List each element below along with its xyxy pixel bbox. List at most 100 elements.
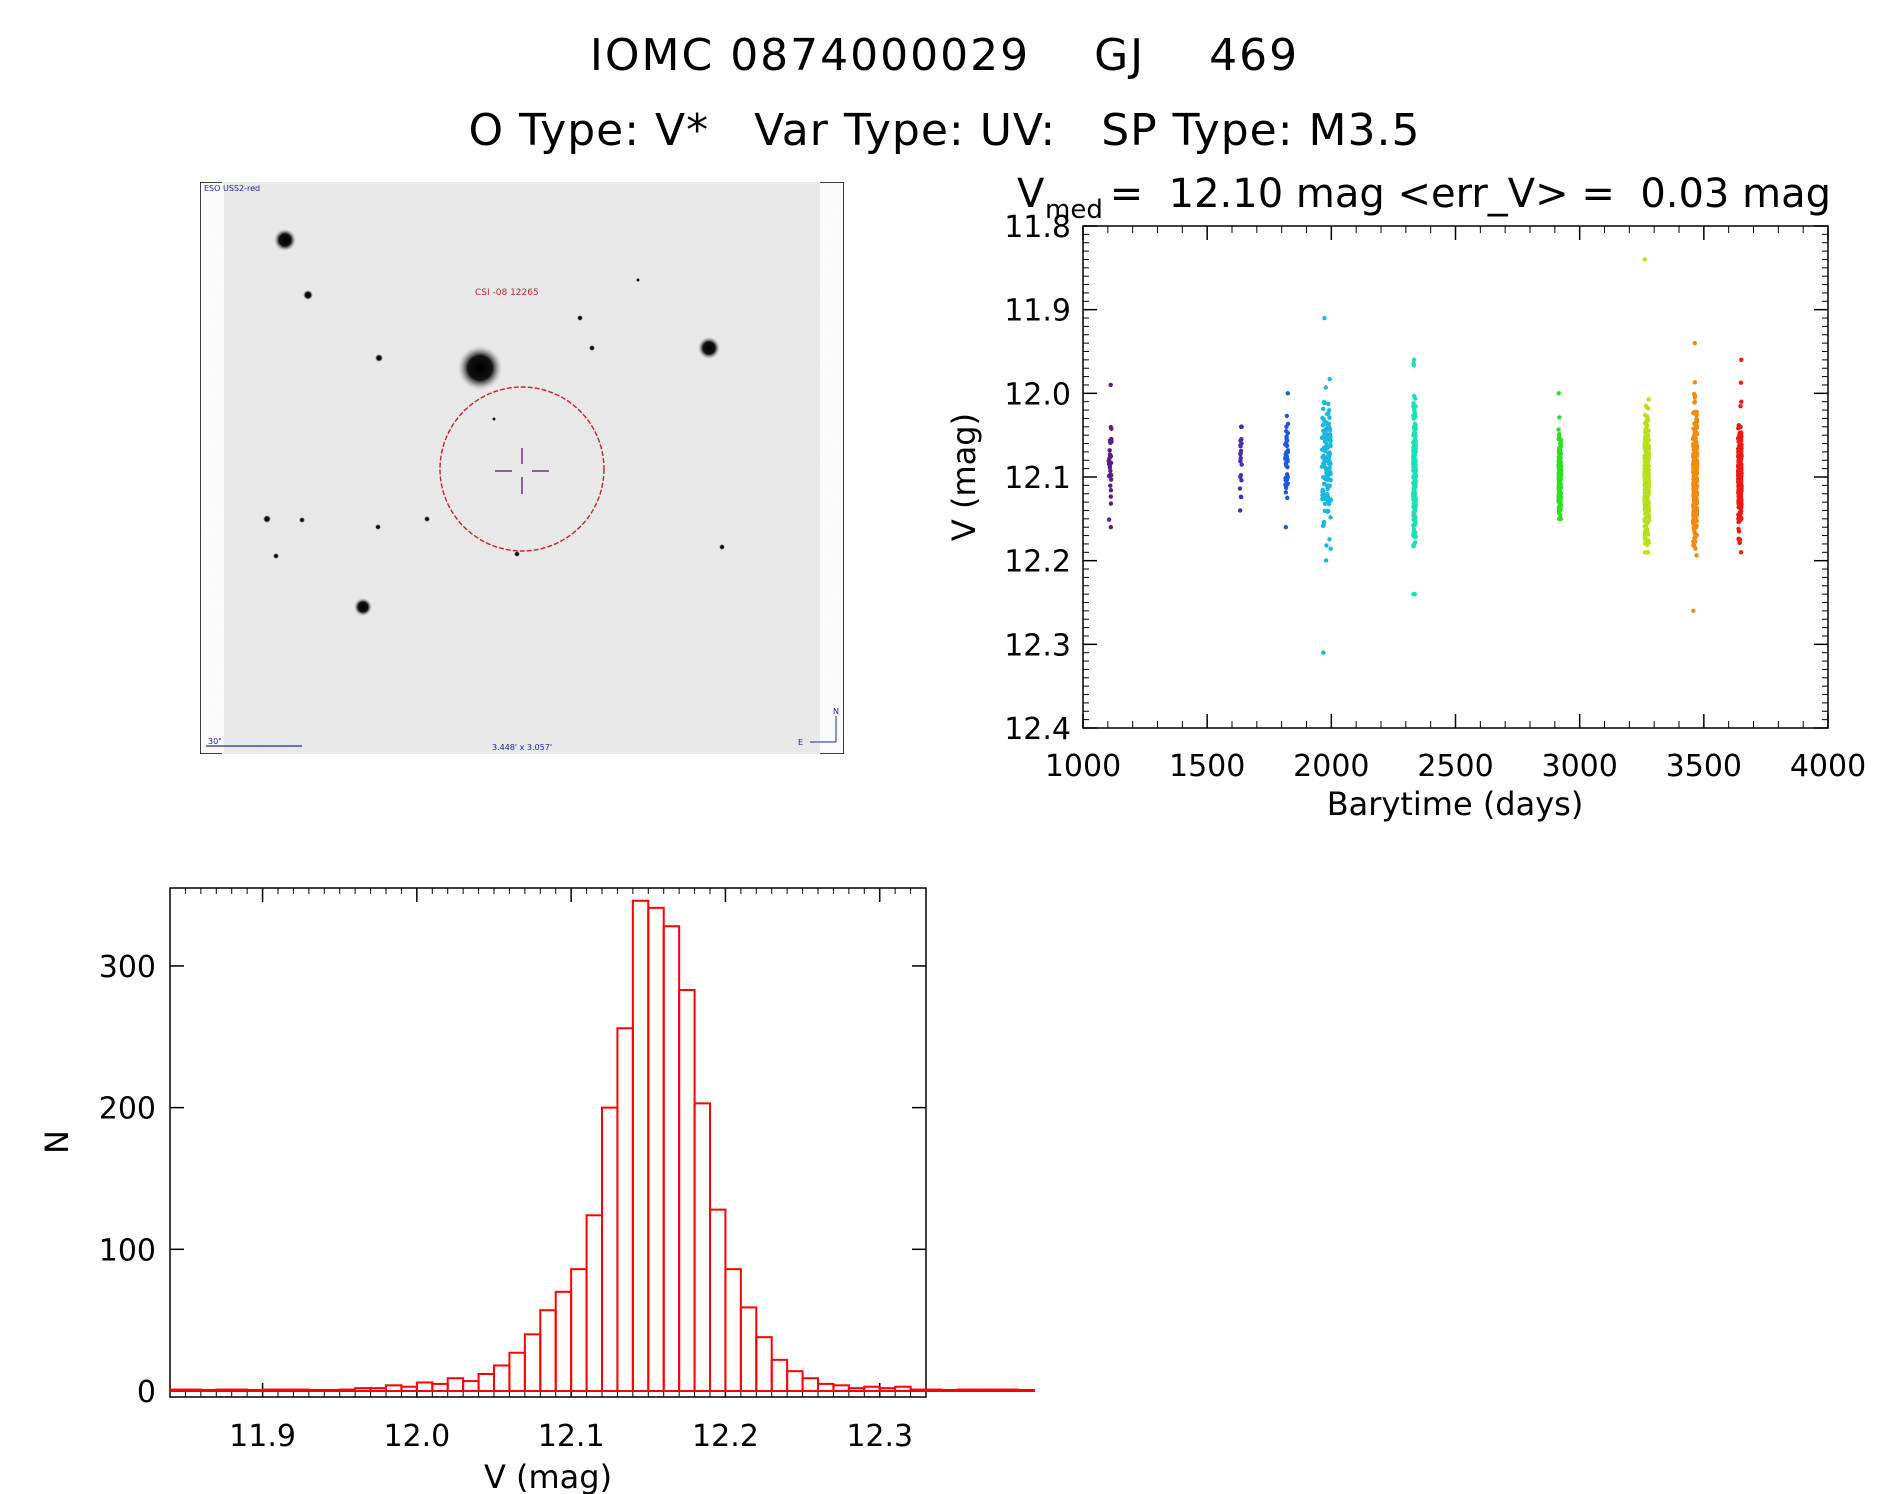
light-curve-title: V med = 12.10 mag <err_V> = 0.03 mag bbox=[1017, 171, 1831, 225]
light-curve-point bbox=[1411, 513, 1416, 519]
compass-e: E bbox=[798, 738, 803, 747]
light-curve-point bbox=[1694, 478, 1700, 484]
light-curve-point bbox=[1319, 447, 1325, 452]
light-curve-xtick-label: 4000 bbox=[1790, 749, 1866, 784]
light-curve-point bbox=[1284, 450, 1289, 455]
histogram-bar bbox=[755, 1336, 773, 1392]
histogram-bar bbox=[277, 1388, 295, 1393]
light-curve-ytick-label: 12.3 bbox=[1004, 628, 1071, 663]
light-curve-point bbox=[1321, 475, 1326, 480]
histogram-bar bbox=[323, 1389, 341, 1392]
light-curve-point bbox=[1328, 498, 1333, 503]
light-curve-point bbox=[1691, 479, 1696, 485]
light-curve-point bbox=[1694, 524, 1699, 530]
histogram-bar bbox=[570, 1268, 588, 1393]
light-curve-point bbox=[1108, 468, 1113, 474]
light-curve-point bbox=[1694, 506, 1699, 511]
histogram-bar bbox=[415, 1381, 434, 1392]
histogram-bar bbox=[847, 1387, 866, 1392]
light-curve-point bbox=[1694, 553, 1699, 558]
light-curve-point bbox=[1328, 443, 1333, 448]
light-curve-point bbox=[1238, 459, 1243, 464]
light-curve-point bbox=[1737, 504, 1743, 510]
light-curve-point bbox=[1321, 650, 1326, 655]
histogram-xtick-label: 12.2 bbox=[692, 1419, 759, 1454]
light-curve-point bbox=[1692, 393, 1698, 398]
light-curve-point bbox=[1413, 502, 1418, 507]
light-curve-point bbox=[1737, 475, 1743, 480]
light-curve-point bbox=[1646, 532, 1651, 537]
light-curve-point bbox=[1413, 497, 1418, 503]
histogram-bar bbox=[662, 925, 681, 1392]
light-curve-point bbox=[1646, 437, 1651, 443]
light-curve-point bbox=[1322, 501, 1328, 507]
survey-label: ESO USS2-red bbox=[204, 184, 260, 193]
light-curve-point bbox=[1692, 380, 1697, 385]
light-curve-point bbox=[1694, 416, 1699, 422]
light-curve-point bbox=[1413, 396, 1418, 401]
light-curve-point bbox=[1644, 451, 1649, 457]
light-curve-point bbox=[1692, 340, 1697, 346]
light-curve-point bbox=[1738, 443, 1744, 449]
histogram-bar bbox=[385, 1384, 403, 1393]
light-curve-point bbox=[1644, 460, 1650, 466]
light-curve-point bbox=[1643, 510, 1649, 516]
light-curve-point bbox=[1327, 427, 1333, 432]
light-curve-point bbox=[1239, 494, 1244, 500]
light-curve-point bbox=[1324, 543, 1329, 548]
finder-image-noise bbox=[224, 182, 820, 754]
light-curve-point bbox=[1324, 411, 1330, 417]
light-curve-point bbox=[1413, 442, 1418, 447]
light-curve-point bbox=[1107, 448, 1112, 453]
histogram-bar bbox=[631, 899, 650, 1393]
light-curve-point bbox=[1284, 413, 1289, 419]
light-curve-point bbox=[1412, 430, 1417, 435]
histogram-bar bbox=[878, 1387, 897, 1392]
histogram-bar bbox=[369, 1387, 388, 1392]
light-curve-point bbox=[1412, 480, 1418, 486]
light-curve-point bbox=[1412, 437, 1418, 443]
light-curve-point bbox=[1557, 491, 1563, 496]
light-curve-point bbox=[1557, 446, 1562, 452]
light-curve-point bbox=[1283, 490, 1289, 495]
light-curve-point bbox=[1320, 406, 1326, 412]
light-curve-point bbox=[1693, 443, 1698, 448]
light-curve-point bbox=[1239, 424, 1244, 429]
light-curve-point bbox=[1323, 558, 1329, 563]
light-curve-point bbox=[1239, 437, 1244, 442]
histogram-bar bbox=[246, 1389, 264, 1392]
light-curve-point bbox=[1285, 464, 1290, 470]
light-curve-point bbox=[1412, 414, 1418, 419]
light-curve-point bbox=[1643, 403, 1649, 409]
light-curve-xtick-label: 3500 bbox=[1666, 749, 1742, 784]
histogram-ytick-label: 300 bbox=[99, 950, 156, 985]
finder-star bbox=[719, 544, 725, 550]
light-curve-point bbox=[1642, 534, 1648, 539]
light-curve-point bbox=[1327, 415, 1332, 420]
light-curve-point bbox=[1557, 483, 1562, 488]
finder-star bbox=[274, 229, 296, 251]
light-curve-point bbox=[1643, 430, 1648, 435]
light-curve-point bbox=[1739, 399, 1744, 404]
light-curve-point bbox=[1692, 531, 1697, 536]
histogram-bar bbox=[955, 1388, 974, 1393]
light-curve-point bbox=[1646, 540, 1652, 545]
target-crosshair bbox=[495, 448, 549, 494]
histogram-bars bbox=[169, 899, 1035, 1393]
target-label: CSI -08 12265 bbox=[475, 288, 539, 298]
light-curve-point bbox=[1285, 391, 1290, 396]
light-curve-point bbox=[1739, 357, 1744, 363]
finder-star bbox=[299, 517, 305, 523]
light-curve-point bbox=[1644, 486, 1649, 492]
light-curve-point bbox=[1413, 533, 1418, 539]
light-curve-point bbox=[1412, 433, 1417, 438]
light-curve-point bbox=[1644, 528, 1650, 534]
light-curve-point bbox=[1412, 540, 1418, 545]
light-curve-point bbox=[1413, 404, 1418, 409]
histogram-bar bbox=[832, 1384, 850, 1393]
light-curve-point bbox=[1691, 462, 1697, 467]
light-curve-point bbox=[1108, 483, 1113, 488]
histogram-bar bbox=[307, 1389, 326, 1392]
light-curve-point bbox=[1739, 437, 1744, 443]
histogram-bar bbox=[739, 1306, 758, 1393]
